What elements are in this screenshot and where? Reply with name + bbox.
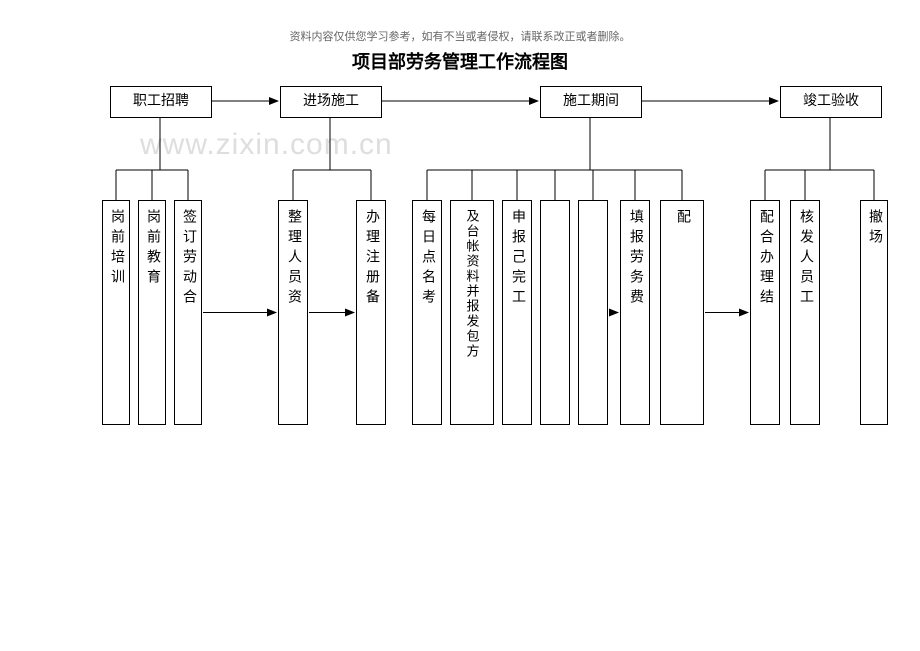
flow-node-b1: 岗前培训 xyxy=(102,200,130,425)
page-title: 项目部劳务管理工作流程图 xyxy=(0,48,920,74)
flow-node-t1: 职工招聘 xyxy=(110,86,212,118)
flow-node-b8: 申报己完工 xyxy=(502,200,532,425)
flow-node-b3: 签订劳动合 xyxy=(174,200,202,425)
flow-node-b11: 填报劳务费 xyxy=(620,200,650,425)
flow-node-b5: 办理注册备 xyxy=(356,200,386,425)
flow-node-b12: 配 xyxy=(660,200,704,425)
flow-node-t2: 进场施工 xyxy=(280,86,382,118)
flow-node-b13: 配合办理结 xyxy=(750,200,780,425)
flow-node-b6: 每日点名考 xyxy=(412,200,442,425)
flow-node-b2: 岗前教育 xyxy=(138,200,166,425)
flow-node-b9 xyxy=(540,200,570,425)
flow-node-b15: 撤场 xyxy=(860,200,888,425)
flow-node-b4: 整理人员资 xyxy=(278,200,308,425)
flow-node-t3: 施工期间 xyxy=(540,86,642,118)
flow-node-t4: 竣工验收 xyxy=(780,86,882,118)
flow-node-b7: 及台帐资料并报发包方 xyxy=(450,200,494,425)
flow-node-b10 xyxy=(578,200,608,425)
disclaimer-text: 资料内容仅供您学习参考，如有不当或者侵权，请联系改正或者删除。 xyxy=(0,28,920,44)
flow-node-b14: 核发人员工 xyxy=(790,200,820,425)
watermark: www.zixin.com.cn xyxy=(140,128,393,162)
